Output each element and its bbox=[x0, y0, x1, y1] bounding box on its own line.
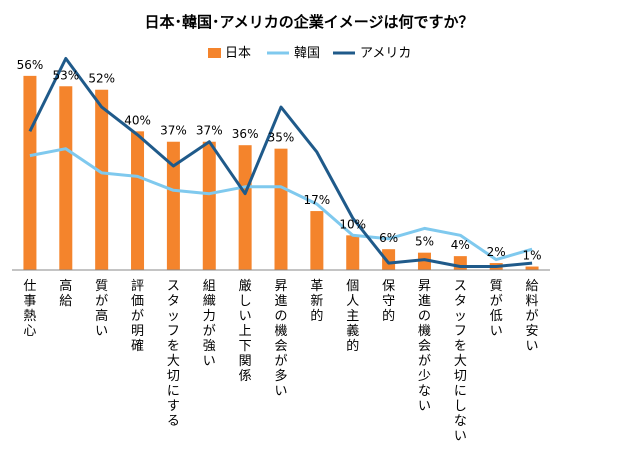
data-label: 36% bbox=[232, 127, 259, 141]
category-label: 保守的 bbox=[382, 279, 395, 324]
category-label: 昇進の機会が多い bbox=[274, 279, 287, 399]
category-label: 仕事熱心 bbox=[23, 279, 36, 339]
bar bbox=[202, 141, 216, 270]
data-label: 10% bbox=[339, 217, 366, 231]
bar bbox=[131, 131, 145, 270]
category-label: 質が低い bbox=[490, 279, 503, 339]
data-label: 6% bbox=[379, 231, 398, 245]
chart-title: 日本･韓国･アメリカの企業イメージは何ですか？ bbox=[145, 13, 474, 31]
bar bbox=[274, 148, 288, 270]
data-label: 52% bbox=[88, 72, 115, 86]
bar bbox=[310, 211, 324, 270]
bar bbox=[525, 266, 539, 270]
bar bbox=[59, 86, 73, 271]
line-korea bbox=[29, 147, 533, 262]
legend-label-japan: 日本 bbox=[225, 46, 251, 61]
category-label: スタッフを大切にする bbox=[167, 279, 180, 429]
category-label: スタッフを大切にしない bbox=[454, 279, 467, 444]
line-usa bbox=[28, 57, 533, 268]
data-label: 5% bbox=[415, 235, 434, 249]
bar bbox=[382, 249, 396, 270]
data-label: 35% bbox=[268, 131, 295, 145]
legend: 日本 韓国 アメリカ bbox=[208, 46, 411, 61]
category-label: 質が高い bbox=[95, 279, 108, 339]
bar-series bbox=[23, 75, 539, 271]
category-label: 個人主義的 bbox=[346, 279, 359, 354]
bar bbox=[23, 75, 37, 270]
data-label: 2% bbox=[487, 245, 506, 259]
category-label: 給料が安い bbox=[526, 279, 539, 354]
legend-label-korea: 韓国 bbox=[294, 46, 320, 61]
category-label: 昇進の機会が少ない bbox=[418, 279, 431, 414]
category-labels: 仕事熱心 高給 質が高い 評価が明確 スタッフを大切にする 組織力が強い 厳しい上下関係 昇進… bbox=[23, 278, 538, 444]
data-label: 4% bbox=[451, 238, 470, 252]
data-label: 53% bbox=[52, 68, 79, 82]
bar bbox=[346, 235, 360, 270]
legend-label-usa: アメリカ bbox=[360, 46, 411, 61]
category-label: 高給 bbox=[59, 278, 72, 309]
bar bbox=[238, 145, 252, 270]
category-label: 組織力が強い bbox=[203, 279, 216, 369]
category-label: 評価が明確 bbox=[131, 279, 144, 354]
bar bbox=[166, 141, 180, 270]
data-label: 37% bbox=[196, 124, 223, 138]
data-label: 40% bbox=[124, 113, 151, 127]
bar bbox=[95, 89, 109, 270]
data-label: 37% bbox=[160, 124, 187, 138]
bar bbox=[417, 252, 431, 270]
data-label: 17% bbox=[304, 193, 331, 207]
category-label: 革新的 bbox=[310, 279, 323, 324]
data-label: 56% bbox=[17, 58, 44, 72]
line-series bbox=[28, 57, 533, 268]
data-label: 1% bbox=[523, 249, 542, 263]
data-labels: 56% 53% 52% 40% 37% 37% 36% 35% 17% 10% 6% 5% 4% 2% 1% bbox=[17, 58, 542, 263]
category-label: 厳しい上下関係 bbox=[239, 279, 252, 384]
legend-swatch-japan bbox=[208, 48, 221, 58]
